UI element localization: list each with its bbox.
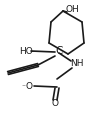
Text: -: - xyxy=(31,47,34,56)
Text: NH: NH xyxy=(70,58,84,67)
Text: O: O xyxy=(52,99,59,108)
Text: HO: HO xyxy=(19,47,33,56)
Text: OH: OH xyxy=(66,4,80,13)
Text: O: O xyxy=(26,82,33,91)
Text: C: C xyxy=(55,46,62,56)
Text: ⁻: ⁻ xyxy=(21,82,25,91)
